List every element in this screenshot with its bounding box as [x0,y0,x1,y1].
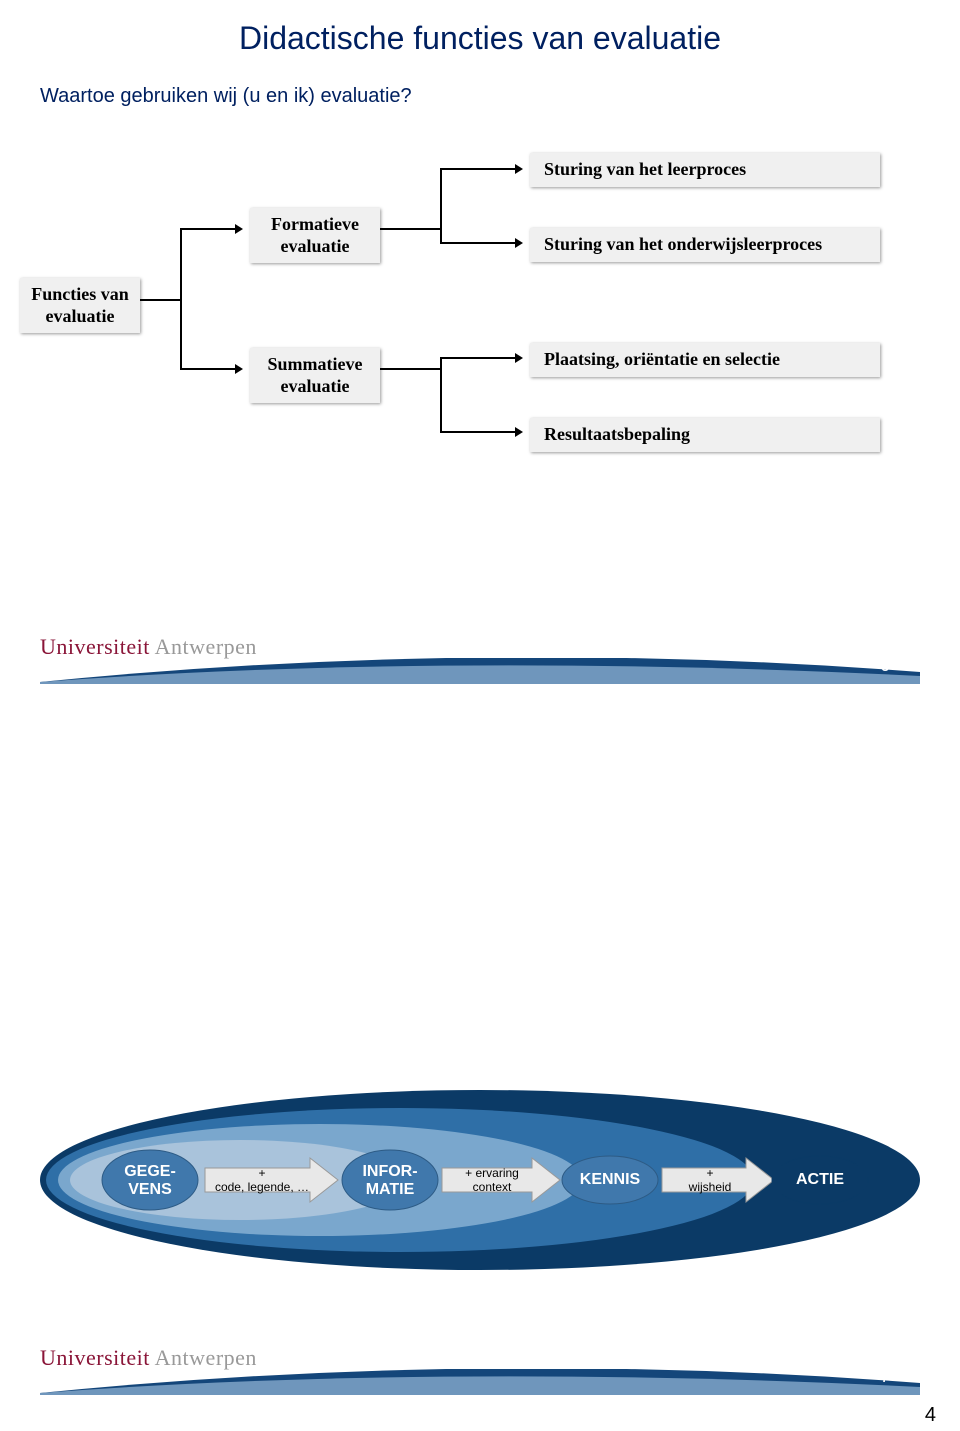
uni2: Antwerpen [155,1345,257,1370]
footer-1: Universiteit Antwerpen 6 [40,634,920,680]
node-formative: Formatieve evaluatie [250,208,380,263]
arrow-icon [515,238,523,248]
node-summative: Summatieve evaluatie [250,348,380,403]
page-number: 6 [880,655,890,676]
svg-text:context: context [473,1180,512,1194]
footer-2: Universiteit Antwerpen 7 [40,1345,920,1391]
university-logo-text: Universiteit Antwerpen [40,1345,920,1371]
svg-text:+: + [258,1166,265,1180]
svg-text:ACTIE: ACTIE [796,1171,844,1188]
conn [380,228,440,230]
node-leaf1: Sturing van het leerproces [530,153,880,187]
conn [180,368,235,370]
conn [180,228,235,230]
svg-text:INFOR-: INFOR- [362,1163,417,1180]
svg-text:VENS: VENS [128,1181,172,1198]
slide1-subtitle: Waartoe gebruiken wij (u en ik) evaluati… [0,57,960,108]
conn [440,357,442,433]
swoosh-icon [40,1369,920,1395]
uni2: Antwerpen [155,634,257,659]
conn [440,168,442,244]
arrow-icon [235,364,243,374]
conn [440,357,515,359]
arrow-icon [515,164,523,174]
conn [380,368,440,370]
corner-page-number: 4 [925,1404,936,1427]
svg-text:code, legende, …: code, legende, … [215,1180,309,1194]
tree-diagram: Functies van evaluatie Formatieve evalua… [0,148,960,498]
swoosh-icon [40,658,920,684]
node-leaf2: Sturing van het onderwijsleerproces [530,228,880,262]
conn [440,242,515,244]
svg-text:MATIE: MATIE [366,1181,415,1198]
arrow-icon [235,224,243,234]
node-kennis: KENNIS [562,1156,658,1204]
uni1: Universiteit [40,634,150,659]
node-root: Functies van evaluatie [20,278,140,333]
node-actie: ACTIE [772,1156,868,1204]
arrow-icon [515,427,523,437]
conn [440,431,515,433]
svg-text:+ ervaring: + ervaring [465,1166,519,1180]
svg-text:wijsheid: wijsheid [688,1180,732,1194]
conn [140,299,180,301]
slide1-title: Didactische functies van evaluatie [0,0,960,57]
svg-text:GEGE-: GEGE- [124,1163,176,1180]
onion-diagram: + code, legende, … + ervaring context + … [40,1080,920,1280]
arrow-icon [515,353,523,363]
node-informatie: INFOR- MATIE [342,1150,438,1210]
node-leaf4: Resultaatsbepaling [530,418,880,452]
node-leaf3: Plaatsing, oriëntatie en selectie [530,343,880,377]
conn [180,228,182,370]
university-logo-text: Universiteit Antwerpen [40,634,920,660]
slide-2: + code, legende, … + ervaring context + … [0,720,960,1431]
svg-text:+: + [706,1166,713,1180]
uni1: Universiteit [40,1345,150,1370]
page-number: 7 [880,1366,890,1387]
slide-1: Didactische functies van evaluatie Waart… [0,0,960,720]
node-gegevens: GEGE- VENS [102,1150,198,1210]
conn [440,168,515,170]
svg-text:KENNIS: KENNIS [580,1171,641,1188]
